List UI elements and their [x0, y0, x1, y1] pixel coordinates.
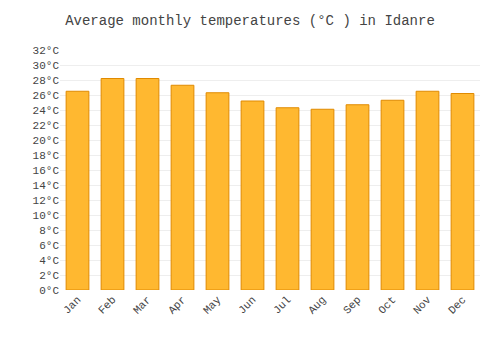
svg-text:Jan: Jan — [61, 294, 83, 316]
svg-text:Oct: Oct — [376, 294, 398, 316]
svg-text:Nov: Nov — [411, 294, 434, 317]
svg-text:22°C: 22°C — [33, 120, 60, 132]
svg-text:Jun: Jun — [236, 294, 258, 316]
svg-text:0°C: 0°C — [39, 285, 59, 297]
svg-text:14°C: 14°C — [33, 180, 60, 192]
svg-text:Aug: Aug — [306, 294, 328, 316]
svg-text:12°C: 12°C — [33, 195, 60, 207]
svg-text:28°C: 28°C — [33, 75, 60, 87]
svg-text:10°C: 10°C — [33, 210, 60, 222]
svg-text:16°C: 16°C — [33, 165, 60, 177]
svg-text:4°C: 4°C — [39, 255, 59, 267]
svg-text:24°C: 24°C — [33, 105, 60, 117]
svg-text:Mar: Mar — [131, 294, 153, 316]
svg-text:Apr: Apr — [166, 294, 188, 316]
svg-text:6°C: 6°C — [39, 240, 59, 252]
svg-text:20°C: 20°C — [33, 135, 60, 147]
svg-text:Average monthly temperatures (: Average monthly temperatures (°C ) in Id… — [65, 13, 435, 29]
svg-text:Dec: Dec — [446, 294, 468, 316]
svg-text:8°C: 8°C — [39, 225, 59, 237]
svg-text:32°C: 32°C — [33, 45, 60, 57]
svg-text:Sep: Sep — [341, 294, 363, 316]
svg-text:2°C: 2°C — [39, 270, 59, 282]
svg-text:26°C: 26°C — [33, 90, 60, 102]
svg-text:18°C: 18°C — [33, 150, 60, 162]
svg-text:May: May — [201, 294, 224, 317]
svg-text:Jul: Jul — [271, 294, 293, 316]
svg-text:30°C: 30°C — [33, 60, 60, 72]
svg-text:Feb: Feb — [96, 294, 118, 316]
